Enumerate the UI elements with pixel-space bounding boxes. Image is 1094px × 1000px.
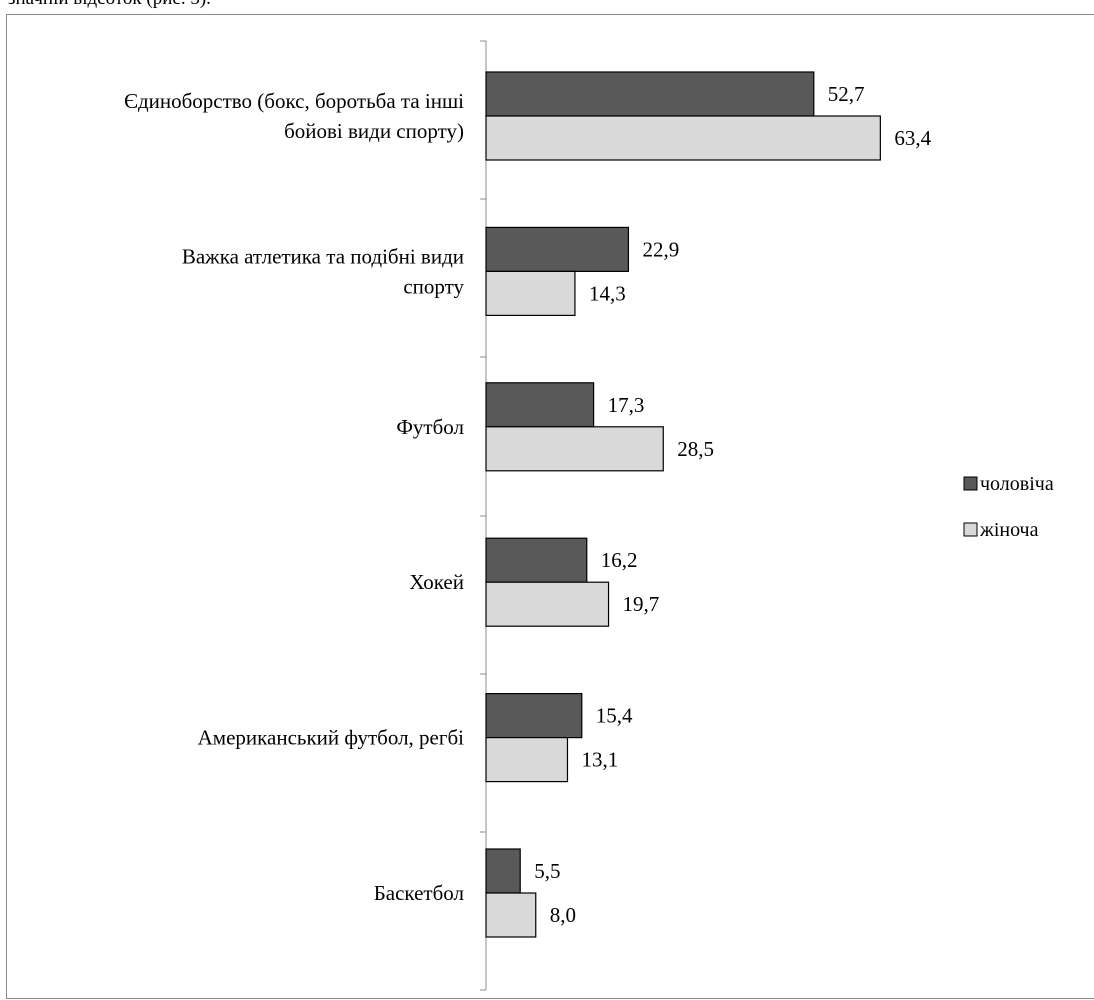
category-axis (480, 40, 487, 991)
data-label: 5,5 (534, 859, 560, 883)
bar-male-0 (485, 71, 815, 117)
data-label: 14,3 (589, 281, 626, 305)
bars (485, 71, 881, 938)
category-label: спорту (403, 274, 464, 298)
bar-male-1 (485, 226, 630, 272)
bar-male-3 (485, 537, 588, 583)
legend-swatch-male (963, 476, 978, 491)
data-label: 28,5 (677, 437, 714, 461)
bar-female-1 (485, 270, 576, 316)
legend-label: чоловіча (980, 473, 1054, 495)
category-label: Футбол (396, 415, 464, 439)
page-text-above: значній відсоток (рис. 5). (8, 0, 211, 10)
bar-female-2 (485, 426, 664, 472)
bar-female-3 (485, 581, 610, 627)
bar-female-0 (485, 115, 881, 161)
bar-female-4 (485, 736, 569, 783)
bar-male-4 (485, 692, 583, 739)
bar-male-2 (485, 382, 595, 428)
data-label: 52,7 (828, 82, 865, 106)
data-label: 8,0 (550, 903, 576, 927)
legend-swatch-female (963, 522, 978, 537)
data-labels: 52,7 63,4 22,9 14,3 17,3 28,5 16,2 19,7 15,4 13,1… (534, 82, 931, 927)
category-label: Хокей (409, 570, 464, 594)
chart-area: 52,7 63,4 22,9 14,3 17,3 28,5 16,2 19,7 15,4 13,1… (6, 14, 1094, 999)
category-label: бойові види спорту) (284, 119, 464, 143)
data-label: 15,4 (596, 704, 633, 728)
data-label: 63,4 (894, 126, 931, 150)
data-label: 19,7 (623, 592, 660, 616)
data-label: 17,3 (608, 393, 645, 417)
category-labels: Єдиноборство (бокс, боротьба та інші бойо… (124, 89, 464, 905)
data-label: 22,9 (642, 237, 679, 261)
legend-label: жіноча (979, 519, 1039, 541)
category-label: Баскетбол (374, 881, 464, 905)
bar-chart: 52,7 63,4 22,9 14,3 17,3 28,5 16,2 19,7 15,4 13,1… (124, 40, 1054, 991)
category-label: Єдиноборство (бокс, боротьба та інші (124, 89, 464, 113)
bar-male-5 (485, 848, 521, 894)
bar-female-5 (485, 892, 537, 938)
category-label: Важка атлетика та подібні види (182, 244, 464, 268)
legend: чоловіча жіноча (963, 473, 1054, 541)
category-label: Американський футбол, регбі (198, 726, 465, 750)
data-label: 16,2 (601, 548, 638, 572)
data-label: 13,1 (581, 748, 618, 772)
